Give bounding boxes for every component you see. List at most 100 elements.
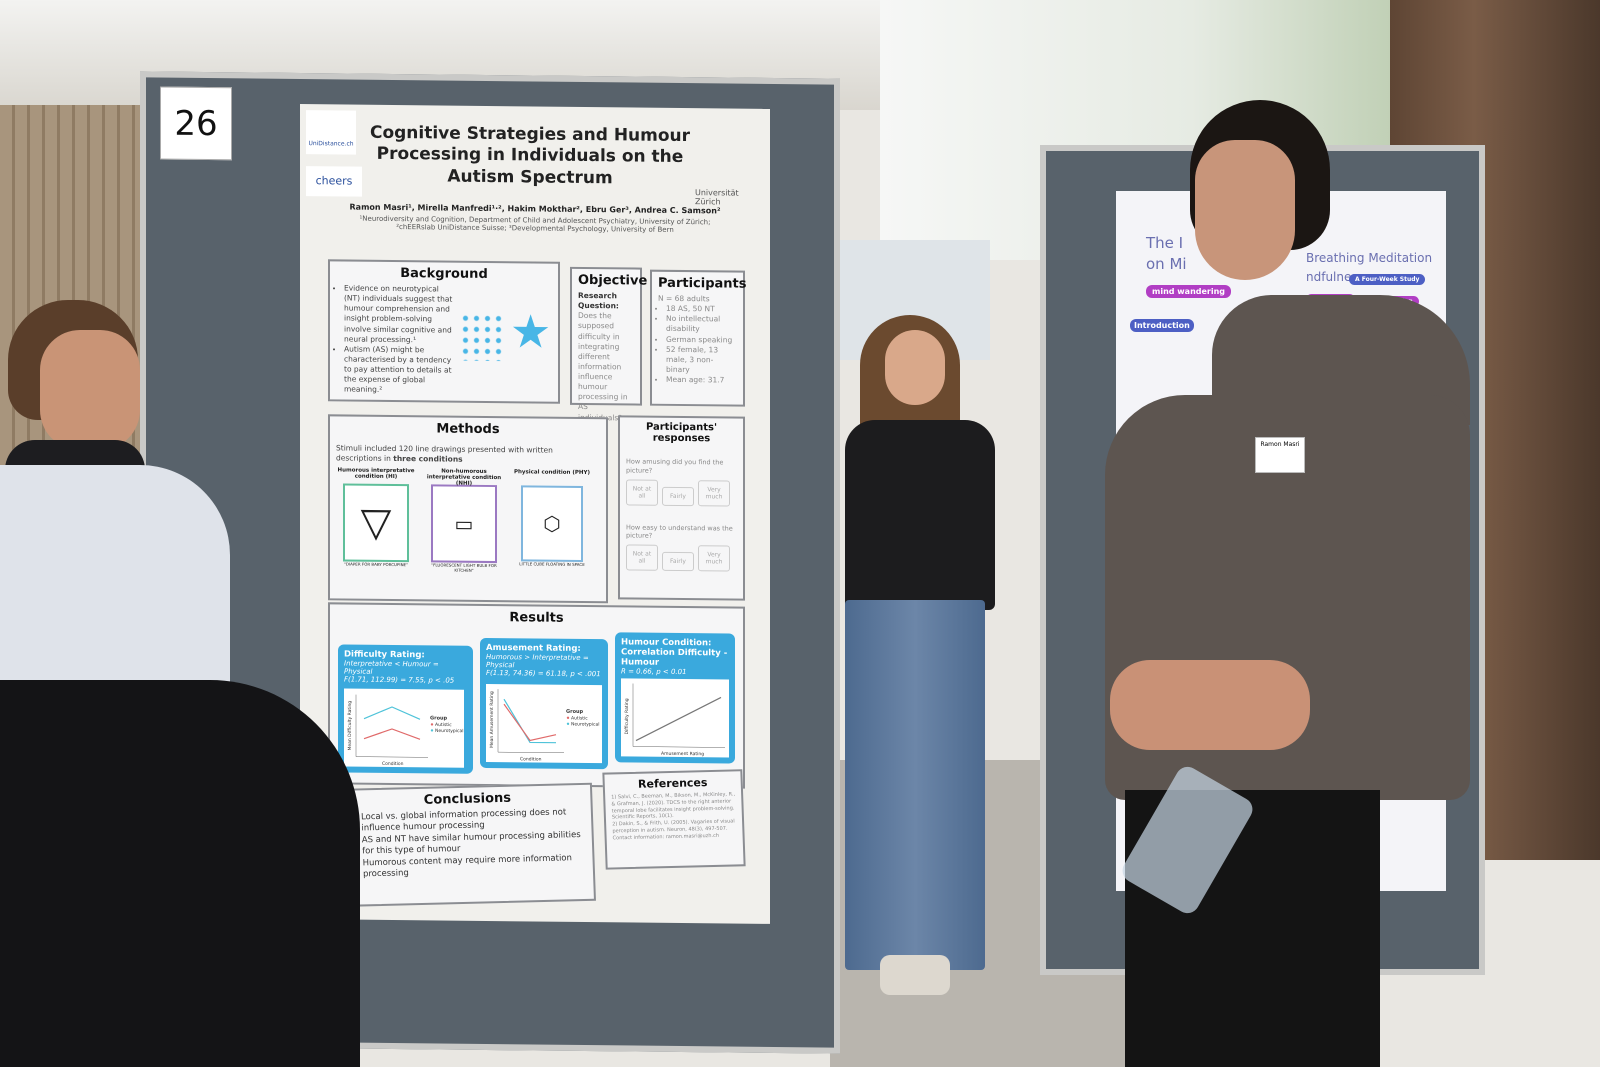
section-heading: Objective bbox=[578, 272, 648, 289]
foreground-backpack bbox=[0, 680, 360, 1067]
x-axis-label: Amusement Rating bbox=[661, 751, 704, 757]
uzh-logo: Universität Zürich bbox=[695, 188, 739, 207]
legend-marker-neurotypical bbox=[566, 722, 570, 726]
x-axis bbox=[356, 756, 428, 758]
scale-option: Very much bbox=[698, 479, 730, 507]
responses-section: Participants' responses How amusing did … bbox=[618, 415, 745, 601]
legend-marker-autistic bbox=[566, 716, 570, 720]
legend-marker-autistic bbox=[430, 723, 434, 726]
bullet: 52 female, 13 male, 3 non-binary bbox=[666, 344, 737, 375]
unidistance-logo: UniDistance.ch bbox=[306, 110, 356, 155]
results-section: Results Difficulty Rating: Interpretativ… bbox=[328, 602, 745, 789]
references-section: References 1) Salvi, C., Beeman, M., Bik… bbox=[602, 769, 746, 870]
x-axis bbox=[633, 746, 725, 748]
person-woman-jeans bbox=[845, 600, 985, 970]
amusement-line-chart: Mean Amusement Rating Condition Group Au… bbox=[486, 683, 602, 764]
person-woman-shoes bbox=[880, 955, 950, 995]
series-autistic bbox=[503, 703, 557, 742]
question: How amusing did you find the picture? bbox=[626, 457, 724, 475]
legend-entry: Neurotypical bbox=[435, 728, 464, 734]
section-heading: Conclusions bbox=[423, 790, 512, 808]
condition-label: Physical condition (PHY) bbox=[513, 469, 590, 477]
poster-tag: mind wandering bbox=[1146, 285, 1232, 298]
local-shapes-illustration bbox=[460, 312, 504, 362]
person-woman-face bbox=[885, 330, 945, 405]
scale-option: Very much bbox=[698, 545, 730, 572]
person-left-face bbox=[40, 330, 140, 450]
participants-section: Participants N = 68 adults 18 AS, 50 NT … bbox=[650, 269, 747, 407]
correlation-scatter-plot: Difficulty Rating Amusement Rating bbox=[621, 678, 729, 758]
presenter-face bbox=[1195, 140, 1295, 280]
result-stat: F(1.13, 74.36) = 61.18, p < .001 bbox=[486, 668, 601, 679]
x-axis bbox=[498, 751, 564, 754]
result-stat: F(1.71, 112.99) = 7.55, p < .05 bbox=[344, 675, 455, 685]
condition-label: Non-humorous interpretative condition (N… bbox=[426, 468, 502, 488]
scale-option: Not at all bbox=[626, 544, 658, 571]
title-fragment: Breathing Meditation bbox=[1306, 251, 1433, 265]
methods-section: Methods Stimuli included 120 line drawin… bbox=[328, 414, 608, 604]
scale-option: Fairly bbox=[662, 551, 694, 572]
bullet: German speaking bbox=[666, 334, 737, 345]
scale-option: Fairly bbox=[662, 486, 694, 506]
title-fragment: The I bbox=[1146, 234, 1184, 252]
bullet: Autism (AS) might be characterised by a … bbox=[344, 344, 454, 396]
background-section: Background Evidence on neurotypical (NT)… bbox=[328, 259, 560, 404]
scale-option: Not at all bbox=[626, 478, 658, 506]
legend-title: Group bbox=[430, 715, 448, 721]
condition-hi: Humorous interpretative condition (HI) ▽… bbox=[336, 468, 416, 573]
y-axis-label: Mean Amusement Rating bbox=[489, 691, 495, 748]
name-tag: Ramon Masri bbox=[1255, 437, 1305, 473]
cheers-logo: cheers bbox=[306, 166, 362, 197]
section-heading: References bbox=[637, 776, 708, 791]
series-neurotypical bbox=[363, 706, 421, 720]
condition-phy: Physical condition (PHY) ⬡ LITTLE CUBE F… bbox=[512, 469, 592, 574]
bullet: Mean age: 31.7 bbox=[666, 375, 737, 386]
section-heading: Participants bbox=[658, 275, 747, 292]
poster-title: Cognitive Strategies and Humour Processi… bbox=[369, 122, 691, 188]
cube-drawing: ⬡ bbox=[521, 485, 583, 563]
person-woman-top bbox=[845, 420, 995, 610]
triangle-drawing: ▽ bbox=[343, 483, 409, 563]
right-poster-title-left: The I on Mi bbox=[1146, 233, 1187, 275]
poster-tag: A Four-Week Study bbox=[1349, 274, 1426, 285]
poster-affiliations: ¹Neurodiversity and Cognition, Departmen… bbox=[359, 214, 711, 234]
title-fragment: on Mi bbox=[1146, 255, 1187, 273]
presenter-hands bbox=[1110, 660, 1310, 750]
legend-entry: Autistic bbox=[571, 715, 588, 721]
section-heading: Results bbox=[509, 610, 564, 626]
condition-nhi: Non-humorous interpretative condition (N… bbox=[424, 469, 504, 574]
y-axis-label: Mean Difficulty Rating bbox=[347, 701, 353, 751]
result-subtitle: Correlation Difficulty - Humour bbox=[621, 647, 728, 668]
legend-title: Group bbox=[566, 709, 584, 715]
star-icon: ★ bbox=[510, 304, 552, 359]
series-autistic bbox=[363, 728, 421, 740]
conclusions-section: Conclusions Local vs. global information… bbox=[342, 782, 596, 907]
result-card-difficulty: Difficulty Rating: Interpretative < Humo… bbox=[338, 644, 473, 774]
question: How easy to understand was the picture? bbox=[626, 522, 733, 540]
right-poster-title-right: Breathing Meditation ndfulness: bbox=[1306, 249, 1432, 287]
reference: 1) Salvi, C., Beeman, M., Bikson, M., Mc… bbox=[611, 791, 736, 821]
result-subtitle: Humorous > Interpretative = Physical bbox=[486, 652, 589, 670]
bullet: Evidence on neurotypical (NT) individual… bbox=[344, 283, 454, 345]
condition-caption: LITTLE CUBE FLOATING IN SPACE bbox=[519, 561, 585, 568]
result-card-correlation: Humour Condition: Correlation Difficulty… bbox=[615, 632, 735, 764]
condition-caption: "FLUORESCENT LIGHT BULB FOR KITCHEN" bbox=[431, 562, 497, 574]
poster-tag: Introduction bbox=[1130, 319, 1194, 332]
legend-entry: Autistic bbox=[435, 722, 452, 728]
poster-authors: Ramon Masri¹, Mirella Manfredi¹·², Hakim… bbox=[349, 202, 721, 216]
section-heading: Methods bbox=[436, 421, 500, 438]
objective-section: Objective Research Question: Does the su… bbox=[570, 266, 648, 422]
y-axis-label: Difficulty Rating bbox=[624, 698, 630, 734]
condition-label: Humorous interpretative condition (HI) bbox=[337, 467, 415, 481]
tubes-drawing: ▭ bbox=[431, 484, 497, 564]
poster: UniDistance.ch cheers Universität Zürich… bbox=[300, 104, 770, 924]
bullet: 18 AS, 50 NT bbox=[666, 304, 737, 315]
section-heading: Participants' responses bbox=[645, 421, 718, 445]
series-neurotypical bbox=[503, 698, 556, 744]
result-card-amusement: Amusement Rating: Humorous > Interpretat… bbox=[480, 637, 608, 770]
condition-caption: "DIAPER FOR BABY PORCUPINE" bbox=[344, 561, 408, 568]
methods-intro-bold: three conditions bbox=[393, 454, 463, 464]
section-heading: Background bbox=[400, 266, 488, 282]
regression-line bbox=[635, 696, 722, 742]
poster-number-card: 26 bbox=[160, 86, 232, 161]
